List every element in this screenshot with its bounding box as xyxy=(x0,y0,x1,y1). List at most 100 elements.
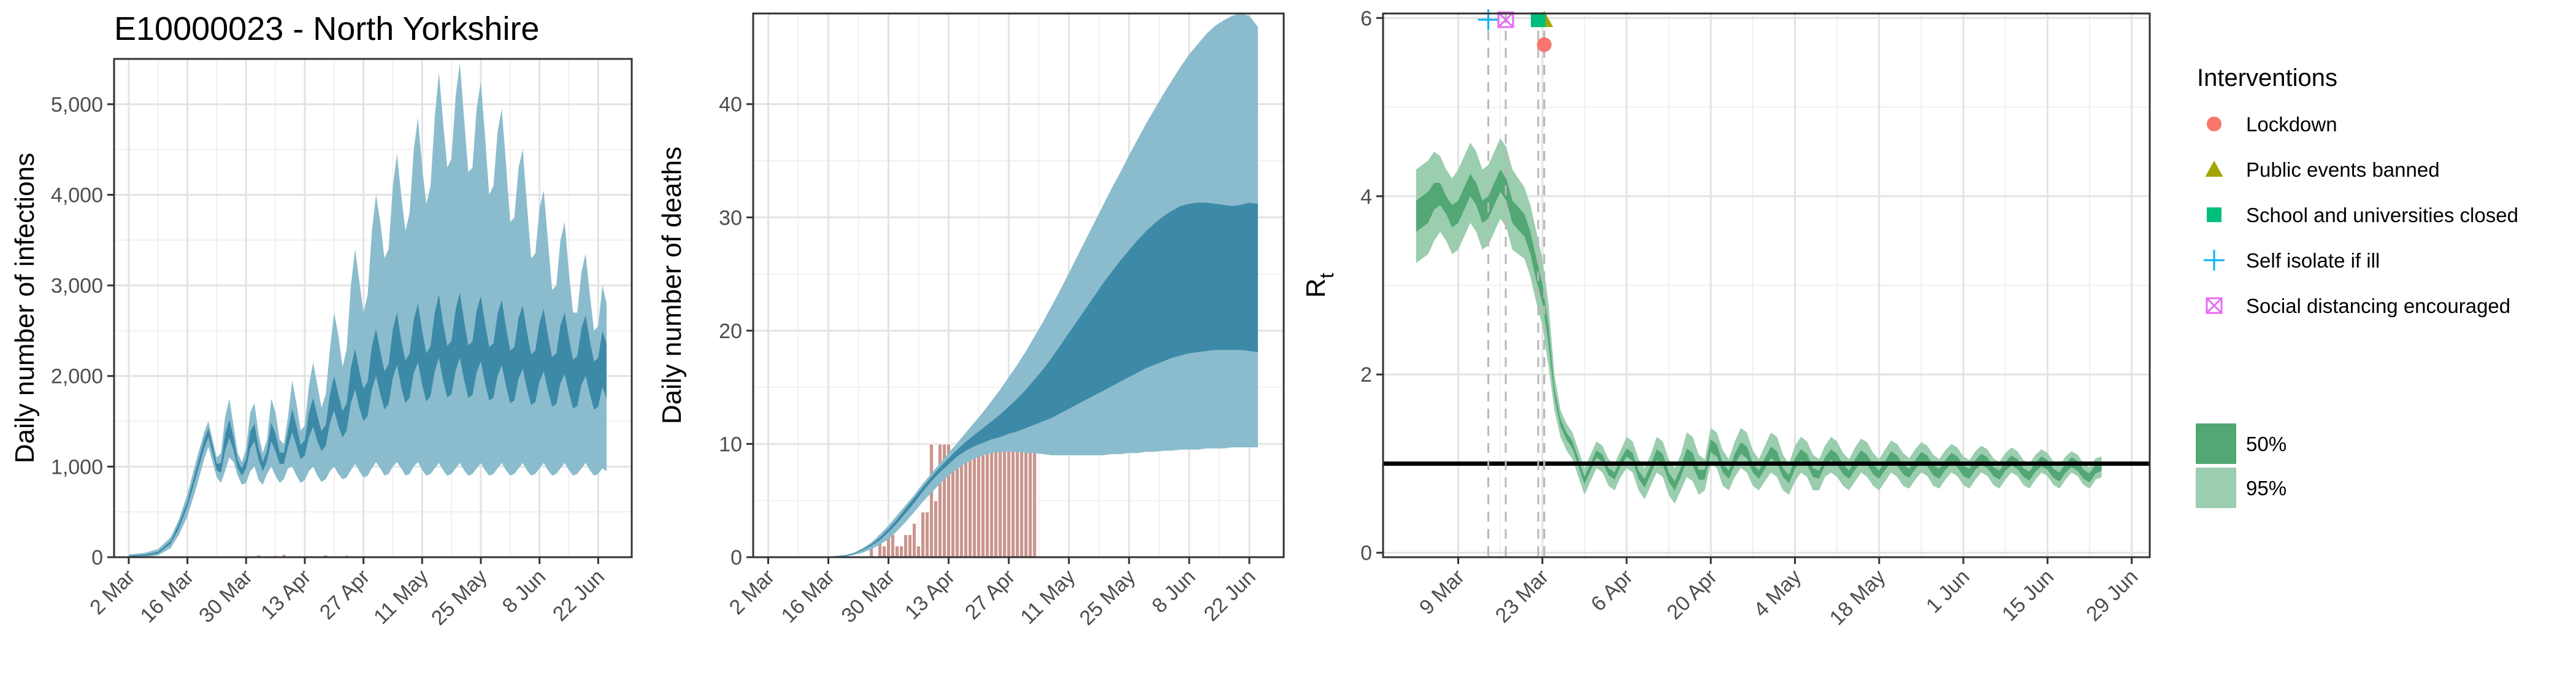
y-axis-title-main: R xyxy=(1301,279,1331,298)
x-tick-label: 27 Apr xyxy=(315,565,374,624)
y-tick-label: 2,000 xyxy=(51,365,103,388)
ribbon-ci50 xyxy=(768,203,1258,557)
x-tick-label: 1 Jun xyxy=(1922,565,1974,618)
legend: Interventions Lockdown Public events banne… xyxy=(2196,64,2518,508)
legend-marker xyxy=(2205,160,2223,177)
x-tick-label: 8 Jun xyxy=(498,565,551,618)
y-tick-label: 0 xyxy=(730,546,742,569)
observed-bar xyxy=(937,443,943,558)
y-tick-label: 0 xyxy=(1360,542,1372,565)
x-tick-label: 18 May xyxy=(1825,565,1890,630)
x-tick-label: 16 Mar xyxy=(136,565,199,628)
observed-bar xyxy=(903,534,908,558)
observed-bar xyxy=(907,534,913,558)
observed-bar xyxy=(890,534,895,558)
intervention-marker xyxy=(1530,12,1546,28)
observed-bar xyxy=(1010,443,1016,558)
x-tick-label: 22 Jun xyxy=(548,565,609,626)
y-tick-label: 6 xyxy=(1360,7,1372,30)
ribbon-ci95 xyxy=(768,14,1258,557)
x-tick-label: 16 Mar xyxy=(777,565,840,628)
y-axis-title-subscript: t xyxy=(1316,273,1338,279)
ribbon-ci95 xyxy=(128,63,607,557)
observed-bar xyxy=(929,443,934,558)
plot-border xyxy=(1382,12,2151,558)
observed-bar xyxy=(984,443,990,558)
observed-bar xyxy=(894,545,900,558)
y-tick-label: 1,000 xyxy=(51,455,103,479)
y-tick-label: 4 xyxy=(1360,185,1372,209)
legend-title: Interventions xyxy=(2197,64,2337,91)
intervention-marker xyxy=(1536,37,1552,52)
y-axis-title: Daily number of deaths xyxy=(657,147,687,424)
y-tick-label: 30 xyxy=(719,206,742,230)
observed-bar xyxy=(997,443,1003,558)
y-tick-label: 2 xyxy=(1360,363,1372,387)
observed-bar xyxy=(1006,443,1011,558)
chart-title: E10000023 - North Yorkshire xyxy=(114,10,539,47)
x-tick-label: 25 May xyxy=(1075,565,1140,630)
observed-bar xyxy=(972,443,977,558)
legend-marker xyxy=(2206,297,2223,314)
legend-label: 95% xyxy=(2246,477,2287,500)
legend-label: Self isolate if ill xyxy=(2246,249,2380,272)
x-tick-label: 30 Mar xyxy=(837,565,900,628)
y-tick-label: 10 xyxy=(719,433,742,456)
observed-bar xyxy=(920,511,926,558)
observed-bar xyxy=(1019,443,1024,558)
x-tick-label: 2 Mar xyxy=(725,565,779,619)
observed-bar xyxy=(1032,443,1037,558)
ribbon-ci50 xyxy=(1416,169,2102,491)
x-tick-label: 8 Jun xyxy=(1148,565,1200,618)
observed-bar xyxy=(911,522,917,558)
y-tick-label: 3,000 xyxy=(51,274,103,298)
observed-bar xyxy=(993,443,999,558)
x-tick-label: 6 Apr xyxy=(1587,565,1638,616)
x-tick-label: 15 Jun xyxy=(1998,565,2058,626)
x-tick-label: 22 Jun xyxy=(1200,565,1260,626)
observed-bar xyxy=(1002,443,1007,558)
legend-swatch xyxy=(2196,468,2236,508)
legend-label: School and universities closed xyxy=(2246,204,2518,226)
observed-bar xyxy=(980,443,986,558)
observed-bar xyxy=(933,500,938,558)
ribbon-ci50 xyxy=(128,292,607,557)
y-tick-label: 4,000 xyxy=(51,183,103,207)
observed-bar xyxy=(1014,443,1020,558)
x-tick-label: 9 Mar xyxy=(1415,565,1469,619)
observed-bar xyxy=(1027,443,1033,558)
x-tick-label: 30 Mar xyxy=(194,565,257,628)
legend-swatch xyxy=(2196,423,2236,464)
observed-bar xyxy=(881,545,887,558)
y-axis-title: Rt xyxy=(1301,273,1338,298)
x-tick-label: 2 Mar xyxy=(85,565,139,619)
legend-label: Lockdown xyxy=(2246,113,2337,136)
legend-label: Public events banned xyxy=(2246,158,2440,181)
y-tick-label: 5,000 xyxy=(51,93,103,117)
x-tick-label: 29 Jun xyxy=(2082,565,2142,626)
plot-border xyxy=(113,58,633,558)
observed-bar xyxy=(916,545,921,558)
x-tick-label: 13 Apr xyxy=(256,565,315,624)
x-tick-label: 13 Apr xyxy=(900,565,959,624)
legend-marker xyxy=(2207,117,2221,131)
legend-label: 50% xyxy=(2246,433,2287,455)
x-tick-label: 23 Mar xyxy=(1491,565,1554,628)
y-tick-label: 20 xyxy=(719,320,742,343)
y-tick-label: 40 xyxy=(719,93,742,117)
legend-label: Social distancing encouraged xyxy=(2246,295,2510,317)
x-tick-label: 25 May xyxy=(427,565,492,630)
x-tick-label: 11 May xyxy=(1016,565,1080,629)
observed-bar xyxy=(924,511,930,558)
y-tick-label: 0 xyxy=(91,546,103,569)
legend-marker xyxy=(2207,207,2221,222)
rt-panel: 0 2 4 6 9 Mar 23 Mar 6 Apr 20 Apr 4 May 18 May 1 J… xyxy=(1301,7,2151,630)
x-tick-label: 20 Apr xyxy=(1663,565,1722,624)
x-tick-label: 4 May xyxy=(1749,565,1806,622)
observed-bar xyxy=(989,443,994,558)
legend-marker xyxy=(2204,250,2225,271)
intervention-marker xyxy=(1497,11,1514,28)
